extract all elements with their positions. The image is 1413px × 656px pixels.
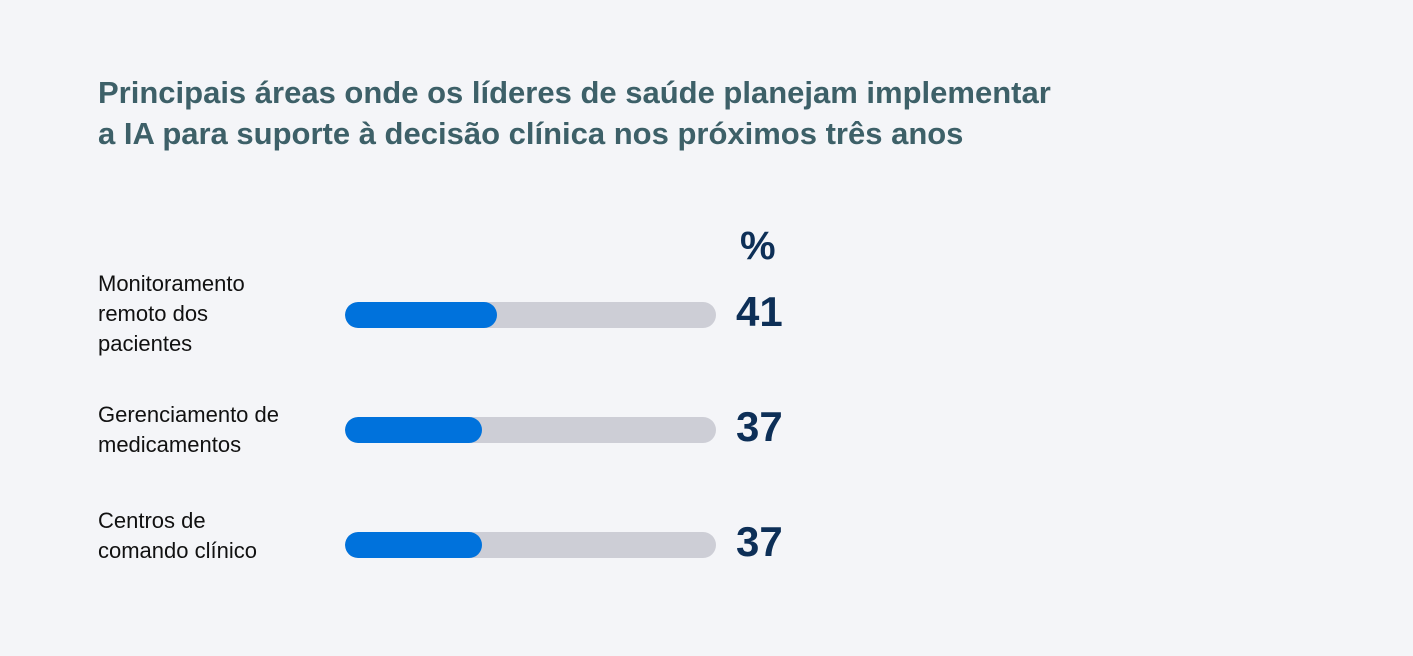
category-label-line: medicamentos — [98, 432, 242, 457]
category-label-line: comando clínico — [98, 538, 257, 563]
category-label-line: pacientes — [98, 331, 193, 356]
category-label: Monitoramento remoto dos pacientes — [98, 269, 245, 359]
value-label: 41 — [736, 288, 783, 335]
category-label: Centros de comando clínico — [98, 506, 257, 566]
category-label-line: Centros de — [98, 508, 206, 533]
bar-track — [345, 532, 716, 558]
bar — [345, 532, 483, 558]
category-label: Gerenciamento de medicamentos — [98, 400, 279, 460]
value-label: 37 — [736, 518, 783, 565]
bar-track — [345, 417, 716, 443]
chart-title-line-2: a IA para suporte à decisão clínica nos … — [98, 116, 964, 151]
category-label-line: Monitoramento — [98, 271, 245, 296]
category-label-line: Gerenciamento de — [98, 402, 279, 427]
bar — [345, 302, 498, 328]
category-label-line: remoto dos — [98, 301, 209, 326]
unit-label: % — [740, 224, 776, 268]
bar — [345, 417, 483, 443]
value-label: 37 — [736, 403, 783, 450]
chart-title-line-1: Principais áreas onde os líderes de saúd… — [98, 75, 1051, 110]
chart-title: Principais áreas onde os líderes de saúd… — [98, 72, 1198, 154]
bar-track — [345, 302, 716, 328]
